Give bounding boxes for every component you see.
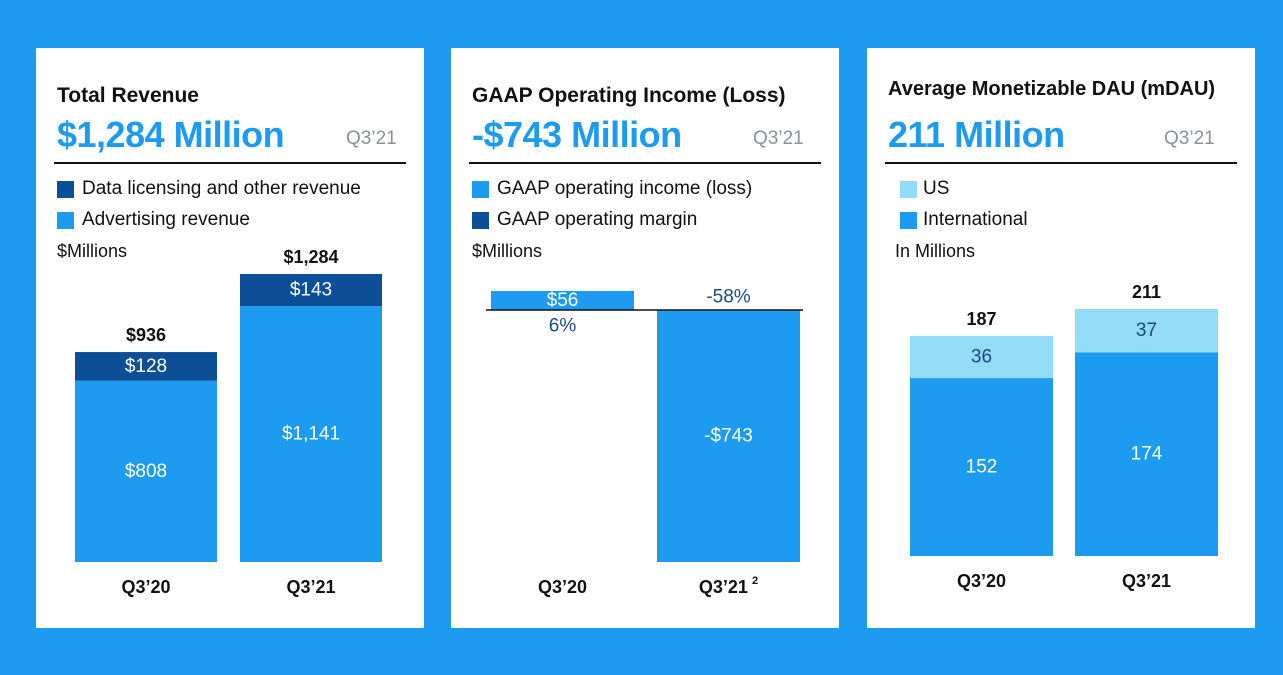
legend-label: US — [923, 178, 950, 199]
margin-label: -58% — [706, 287, 750, 308]
category-label: Q3’20 — [121, 577, 170, 597]
bar-segment — [75, 380, 217, 562]
headline-period: Q3’21 — [753, 128, 804, 149]
panel-title: GAAP Operating Income (Loss) — [472, 84, 786, 107]
bar-value-label: $56 — [547, 290, 579, 311]
revenue-chart: $808 $128 $936 Q3’20 $1,141 $143 $1,284 Q3’21 — [75, 247, 382, 597]
total-label: $936 — [126, 325, 166, 345]
unit-label: $Millions — [57, 241, 128, 261]
divider — [469, 162, 821, 164]
legend-swatch — [57, 180, 74, 198]
legend-swatch — [900, 211, 917, 229]
bar — [657, 310, 800, 562]
headline-value: -$743 Million — [472, 114, 682, 155]
bar-segment — [910, 335, 1053, 379]
category-label: Q3’21 — [286, 577, 335, 597]
legend-item-international: International — [900, 209, 1028, 231]
segment-label: $1,141 — [282, 424, 340, 445]
legend-label: Advertising revenue — [82, 209, 250, 230]
legend-item-data-licensing: Data licensing and other revenue — [57, 178, 361, 200]
headline-period: Q3’21 — [1164, 128, 1215, 149]
category-label: Q3’20 — [538, 577, 587, 597]
bar-segment — [75, 352, 217, 381]
bar-segment — [1075, 309, 1218, 353]
bar-segment — [910, 378, 1053, 556]
unit-label: In Millions — [895, 241, 976, 261]
headline-period: Q3’21 — [346, 128, 397, 149]
divider — [54, 162, 406, 164]
mdau-panel: Average Monetizable DAU (mDAU) 211 Milli… — [867, 48, 1255, 628]
legend-label: GAAP operating income (loss) — [497, 178, 753, 199]
operating-income-panel: GAAP Operating Income (Loss) -$743 Milli… — [451, 48, 839, 628]
category-label: Q3’21 2 — [699, 575, 758, 597]
segment-label: 37 — [1136, 320, 1157, 341]
total-label: $1,284 — [283, 247, 338, 267]
total-label: 211 — [1132, 282, 1161, 302]
bar-value-label: -$743 — [704, 426, 753, 447]
margin-label: 6% — [549, 316, 577, 337]
legend-label: GAAP operating margin — [497, 209, 698, 230]
segment-label: $808 — [125, 461, 167, 482]
headline-value: $1,284 Million — [57, 114, 285, 155]
total-revenue-panel: Total Revenue $1,284 Million Q3’21 Data … — [36, 48, 424, 628]
category-label: Q3’21 — [1122, 571, 1171, 591]
legend-label: Data licensing and other revenue — [82, 178, 361, 199]
legend-swatch — [472, 180, 489, 198]
legend-item-us: US — [900, 178, 949, 200]
operating-income-chart: $56 6% Q3’20 -$743 -58% Q3’21 2 — [486, 287, 803, 597]
panel-title: Average Monetizable DAU (mDAU) — [888, 78, 1216, 100]
category-label: Q3’20 — [957, 571, 1006, 591]
panel-title: Total Revenue — [57, 84, 199, 107]
legend-item-operating-income: GAAP operating income (loss) — [472, 178, 752, 200]
legend-item-operating-margin: GAAP operating margin — [472, 209, 697, 231]
segment-label: $143 — [290, 280, 332, 301]
legend-item-advertising: Advertising revenue — [57, 209, 250, 231]
headline-value: 211 Million — [888, 114, 1065, 155]
segment-label: 174 — [1131, 444, 1163, 465]
segment-label: $128 — [125, 356, 167, 377]
legend-label: International — [923, 209, 1028, 230]
legend-swatch — [57, 211, 74, 229]
legend-swatch — [900, 180, 917, 198]
bar-segment — [240, 274, 382, 307]
segment-label: 36 — [971, 346, 992, 367]
total-label: 187 — [966, 309, 996, 329]
bar-segment — [1075, 352, 1218, 556]
footnote-marker: 2 — [752, 575, 758, 587]
bar — [491, 291, 634, 310]
unit-label: $Millions — [472, 241, 543, 261]
divider — [885, 162, 1237, 164]
mdau-chart: 152 36 187 Q3’20 174 37 211 Q3’21 — [910, 282, 1218, 591]
legend-swatch — [472, 211, 489, 229]
segment-label: 152 — [966, 457, 998, 478]
bar-segment — [240, 306, 382, 562]
